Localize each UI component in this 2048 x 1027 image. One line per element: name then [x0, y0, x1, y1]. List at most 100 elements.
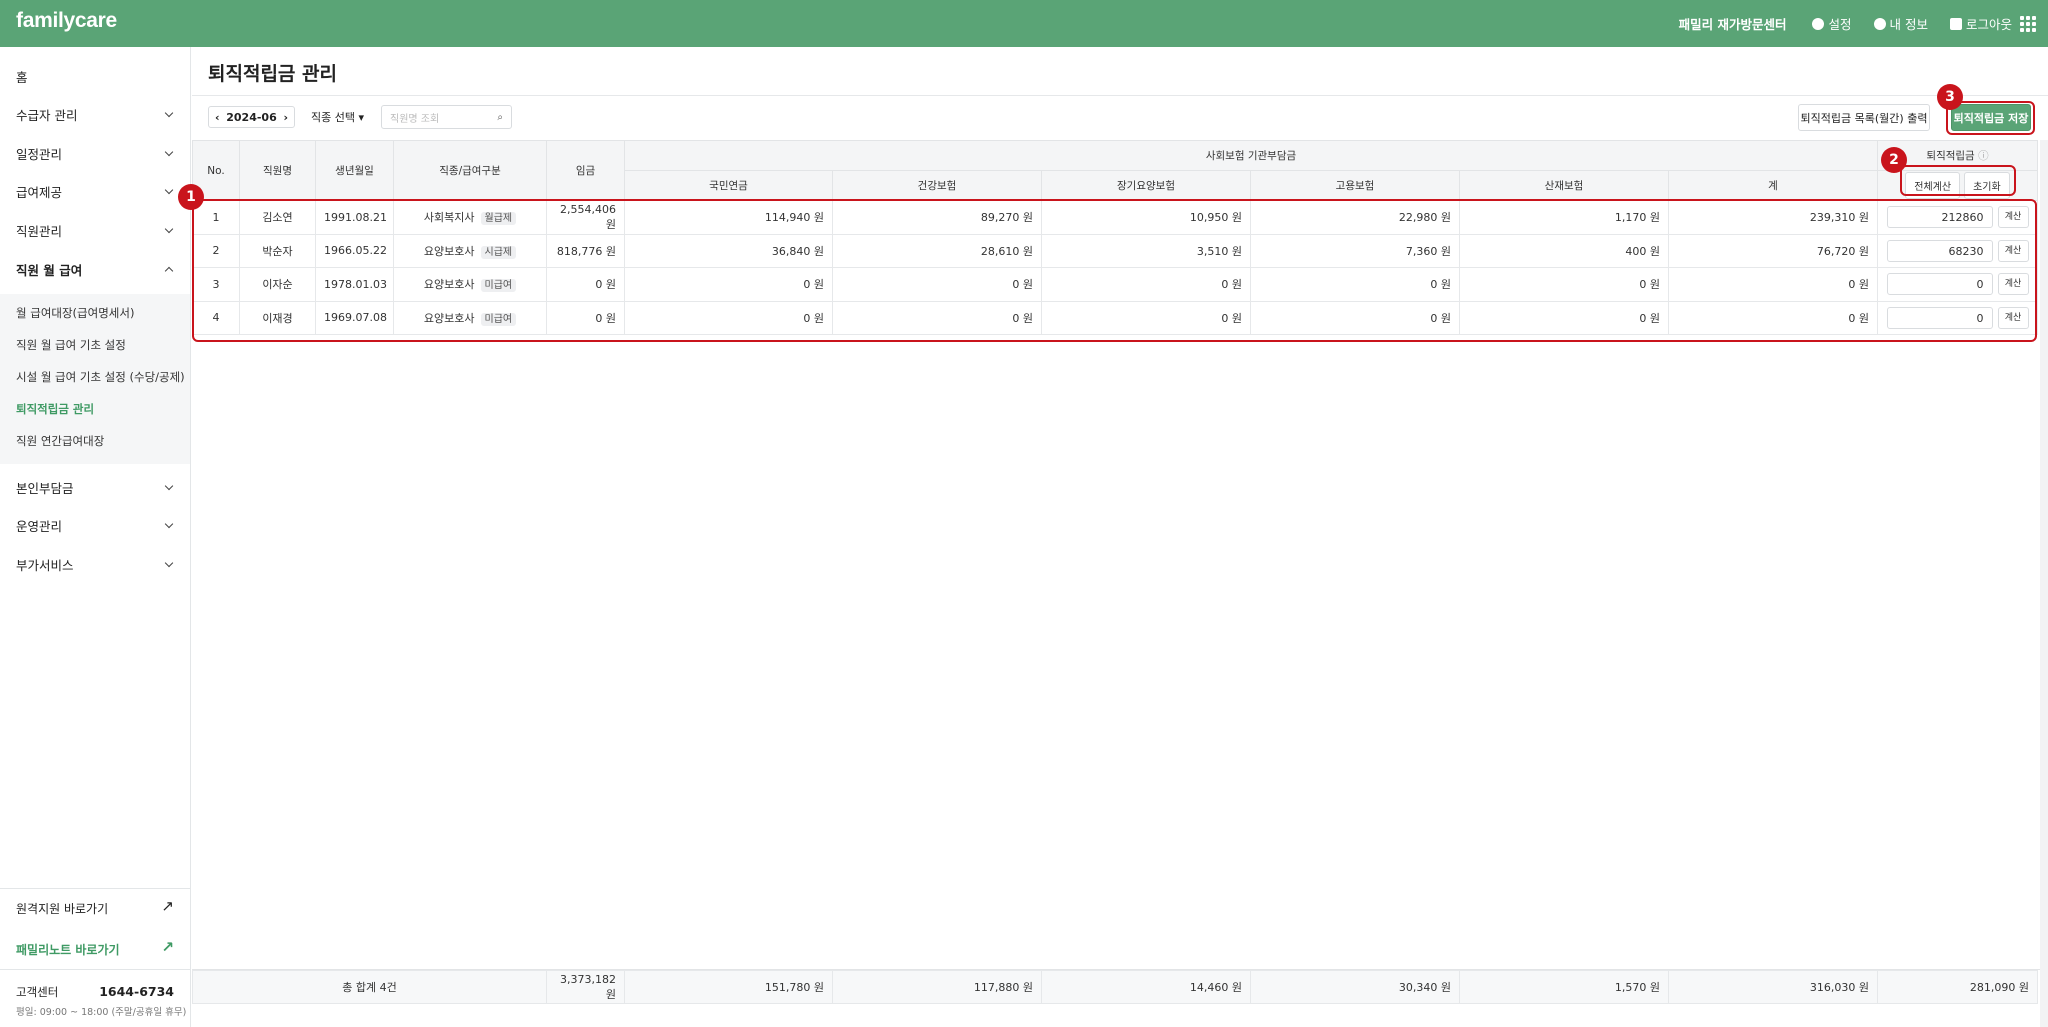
print-text: 퇴직적립금 목록(월간) 출력 — [1800, 111, 1928, 125]
retirement-input[interactable]: 212860 — [1886, 206, 1993, 229]
chevron — [164, 147, 174, 156]
support-phone: 1644-6734 — [99, 984, 174, 999]
calc-button[interactable]: 계산 — [1997, 273, 2029, 296]
divider — [192, 969, 2048, 970]
retirement-input[interactable]: 68230 — [1886, 239, 1993, 262]
job-text: 요양보호사 — [423, 278, 475, 292]
menu-text: 일정관리 — [16, 146, 63, 162]
submenu-item[interactable]: 직원 월 급여 기초 설정 — [16, 338, 126, 352]
total-insurance: 30,340 원 — [1250, 970, 1460, 1004]
menu-text: 직원 월 급여 — [16, 262, 83, 278]
menu-item[interactable]: 운영관리 — [16, 516, 176, 536]
cell-insurance: 89,270 원 — [832, 200, 1042, 235]
page-title: 퇴직적립금 관리 — [208, 63, 337, 85]
menu-item[interactable]: 부가서비스 — [16, 554, 176, 574]
settings-link[interactable]: 설정 — [1812, 14, 1852, 33]
cell-insurance: 0 원 — [1041, 267, 1251, 302]
menu-item[interactable]: 직원 월 급여 — [16, 259, 176, 279]
header-cell: 생년월일 — [315, 140, 394, 201]
menu-text: 홈 — [16, 69, 28, 85]
chevron — [164, 519, 174, 529]
header-text: 퇴직적립금 — [1926, 150, 1975, 162]
save-button[interactable]: 퇴직적립금 저장 — [1951, 104, 2031, 131]
cell-job: 요양보호사 미급여 — [393, 300, 547, 335]
cell-no: 3 — [192, 267, 240, 302]
prev-month[interactable]: ‹ — [215, 110, 220, 124]
menu-item[interactable]: 본인부담금 — [16, 477, 176, 497]
submenu-item[interactable]: 퇴직적립금 관리 — [16, 402, 95, 416]
submenu-item[interactable]: 직원 연간급여대장 — [16, 434, 105, 448]
header-cell: 국민연금 — [624, 170, 833, 201]
menu-item[interactable]: 수급자 관리 — [16, 105, 176, 125]
total-retirement: 281,090 원 — [1877, 970, 2038, 1004]
cell-job: 요양보호사 시급제 — [393, 233, 547, 268]
annotation-badge: 1 — [178, 184, 204, 210]
menu-item[interactable]: 직원관리 — [16, 220, 176, 240]
cell-insurance: 76,720 원 — [1668, 233, 1878, 268]
total-insurance: 1,570 원 — [1459, 970, 1669, 1004]
profile-text: 내 정보 — [1889, 17, 1928, 32]
shortcut-link[interactable]: 패밀리노트 바로가기 ↗ — [16, 938, 174, 958]
calc-button[interactable]: 계산 — [1997, 306, 2029, 329]
profile-link[interactable]: 내 정보 — [1873, 14, 1928, 33]
job-text: 요양보호사 — [423, 311, 475, 325]
total-wage: 3,373,182 원 — [546, 970, 625, 1004]
arrow-icon: ↗ — [161, 938, 174, 956]
menu-text: 부가서비스 — [16, 557, 74, 573]
cell-wage: 2,554,406 원 — [546, 200, 625, 235]
menu-item[interactable]: 홈 — [16, 66, 176, 86]
save-text: 퇴직적립금 저장 — [1953, 111, 2029, 125]
menu-item[interactable]: 일정관리 — [16, 143, 176, 163]
month-picker[interactable]: ‹ 2024-06 › — [208, 106, 295, 128]
logo[interactable]: familycare — [16, 9, 117, 32]
submenu-item[interactable]: 월 급여대장(급여명세서) — [16, 306, 135, 320]
retirement-input[interactable]: 0 — [1886, 306, 1993, 329]
settings-text: 설정 — [1828, 17, 1852, 32]
menu-text: 급여제공 — [16, 185, 63, 201]
search-box[interactable]: 직원명 조회 ⌕ — [381, 105, 512, 129]
support-label: 고객센터 — [16, 985, 59, 999]
cell-name: 이재경 — [239, 300, 316, 335]
chevron — [164, 108, 174, 118]
pay-type-tag: 월급제 — [480, 212, 517, 226]
cell-insurance: 0 원 — [1668, 300, 1878, 335]
cell-retirement: 212860 계산 — [1877, 200, 2038, 235]
support-hours: 평일: 09:00 ~ 18:00 (주말/공휴일 휴무) — [16, 1007, 187, 1018]
next-month[interactable]: › — [283, 110, 288, 124]
divider — [192, 95, 2048, 96]
cell-birth: 1969.07.08 — [315, 300, 394, 335]
menu-text: 직원관리 — [16, 223, 63, 239]
submenu-item[interactable]: 시설 월 급여 기초 설정 (수당/공제) — [16, 370, 185, 384]
month-text: 2024-06 — [226, 110, 277, 124]
calc-button[interactable]: 계산 — [1997, 206, 2029, 229]
retirement-input[interactable]: 0 — [1886, 273, 1993, 296]
submenu-panel — [0, 294, 190, 464]
menu-item[interactable]: 급여제공 — [16, 182, 176, 202]
support-row: 고객센터 1644-6734 — [16, 984, 174, 1000]
annotation-box — [1946, 101, 2035, 135]
job-select[interactable]: 직종 선택 ▾ — [311, 110, 365, 125]
cell-retirement: 68230 계산 — [1877, 233, 2038, 268]
top-links: 패밀리 재가방문센터 설정 내 정보 로그아웃 — [1679, 0, 2012, 47]
total-insurance: 117,880 원 — [832, 970, 1042, 1004]
arrow-icon: ↗ — [161, 897, 174, 915]
cell-wage: 818,776 원 — [546, 233, 625, 268]
cell-insurance: 0 원 — [624, 267, 833, 302]
total-insurance: 316,030 원 — [1668, 970, 1878, 1004]
calc-button[interactable]: 계산 — [1997, 239, 2029, 262]
apps-icon[interactable] — [2020, 16, 2036, 32]
total-label: 총 합계 4건 — [192, 970, 547, 1004]
job-text: 요양보호사 — [423, 244, 475, 258]
print-button[interactable]: 퇴직적립금 목록(월간) 출력 — [1798, 104, 1930, 131]
shortcut-link[interactable]: 원격지원 바로가기 ↗ — [16, 897, 174, 917]
cell-insurance: 0 원 — [1041, 300, 1251, 335]
total-table: 총 합계 4건 3,373,182 원 151,780 원 117,880 원 14… — [192, 970, 2038, 1004]
logout-link[interactable]: 로그아웃 — [1949, 14, 2012, 33]
header-cell: 장기요양보험 — [1041, 170, 1251, 201]
chevron — [164, 224, 174, 234]
scrollbar[interactable] — [2040, 140, 2048, 1027]
